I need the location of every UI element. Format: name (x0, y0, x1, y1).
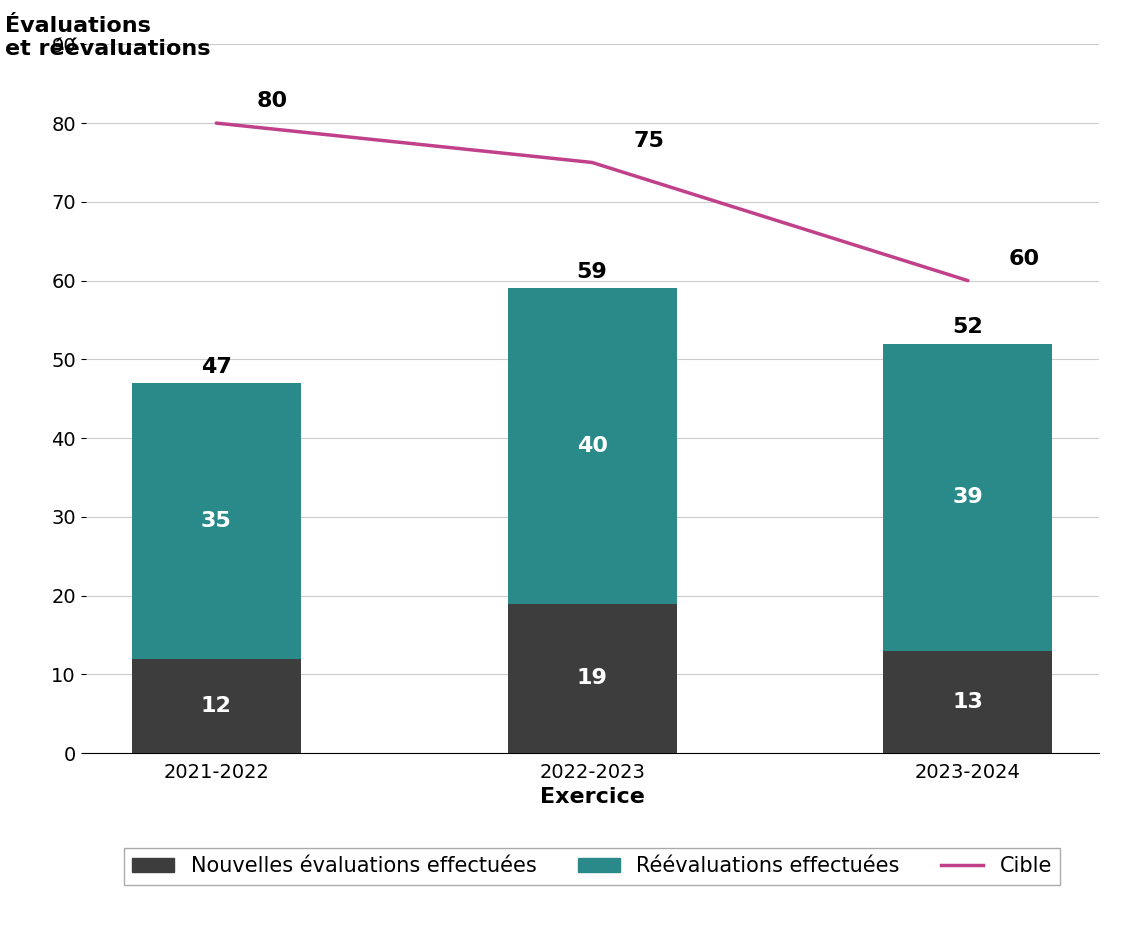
Bar (132, 659, 301, 753)
Text: 40: 40 (577, 436, 608, 456)
Bar (132, 383, 301, 659)
Text: 59: 59 (577, 262, 608, 282)
Text: 75: 75 (633, 130, 663, 150)
Text: Évaluations
et réévaluations: Évaluations et réévaluations (5, 16, 210, 59)
Text: 60: 60 (1009, 248, 1040, 268)
Text: 35: 35 (201, 511, 231, 531)
Text: 39: 39 (953, 487, 984, 507)
Text: 47: 47 (201, 357, 231, 377)
Bar (884, 344, 1052, 651)
Legend: Nouvelles évaluations effectuées, Réévaluations effectuées, Cible: Nouvelles évaluations effectuées, Rééval… (124, 848, 1060, 884)
Text: 19: 19 (577, 668, 608, 688)
Text: 52: 52 (953, 317, 984, 337)
Text: 12: 12 (201, 696, 231, 716)
Text: 13: 13 (952, 692, 984, 712)
Bar (884, 651, 1052, 753)
Bar (507, 288, 677, 604)
X-axis label: Exercice: Exercice (539, 787, 644, 807)
Text: 80: 80 (258, 91, 288, 111)
Bar (507, 604, 677, 753)
